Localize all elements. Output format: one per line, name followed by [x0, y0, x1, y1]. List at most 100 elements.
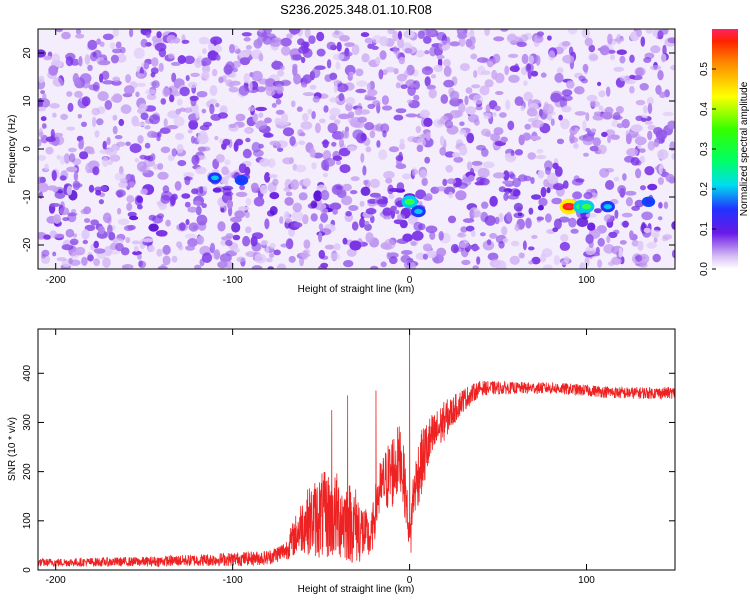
- heatmap-cell: [59, 175, 67, 181]
- heatmap-cell: [259, 158, 270, 167]
- heatmap-cell: [560, 260, 569, 266]
- heatmap-cell: [438, 40, 451, 51]
- heatmap-cell: [109, 154, 121, 162]
- heatmap-cell: [386, 252, 391, 260]
- heatmap-cell: [458, 36, 466, 47]
- heatmap-cell: [41, 123, 47, 129]
- heatmap-cell: [610, 54, 615, 61]
- heatmap-cell: [528, 246, 535, 251]
- heatmap-cell: [367, 43, 375, 49]
- heatmap-cell: [528, 55, 534, 65]
- figure-title: S236.2025.348.01.10.R08: [280, 2, 432, 17]
- heatmap-cell: [507, 120, 515, 131]
- heatmap-cell: [135, 91, 140, 98]
- heatmap-cell: [277, 147, 284, 153]
- heatmap-cell: [367, 103, 376, 109]
- heatmap-cell: [52, 53, 60, 64]
- heatmap-cell: [509, 188, 521, 197]
- heatmap-cell: [144, 105, 157, 112]
- heatmap-cell: [187, 129, 193, 134]
- heatmap-cell: [137, 135, 144, 144]
- heatmap-hotspots: [208, 172, 656, 218]
- heatmap-cell: [252, 187, 257, 193]
- heatmap-cell: [605, 129, 616, 137]
- heatmap-cell: [350, 190, 358, 195]
- heatmap-cell: [243, 73, 250, 84]
- heatmap-cell: [385, 66, 396, 73]
- heatmap-cell: [195, 205, 202, 216]
- heatmap-cell: [647, 124, 656, 131]
- heatmap-cell: [45, 146, 54, 155]
- heatmap-cell: [267, 158, 276, 168]
- heatmap-cell: [67, 102, 74, 112]
- heatmap-cell: [619, 75, 627, 82]
- heatmap-cell: [553, 255, 561, 266]
- heatmap-cell: [360, 133, 367, 142]
- heatmap-cell: [256, 36, 263, 46]
- heatmap-cell: [265, 246, 270, 254]
- heatmap-cell: [75, 33, 85, 39]
- heatmap-cell: [324, 74, 333, 82]
- heatmap-cell: [607, 49, 616, 54]
- heatmap-cell: [235, 191, 248, 198]
- heatmap-cell: [523, 80, 528, 86]
- heatmap-cell: [651, 232, 660, 238]
- heatmap-cell: [38, 131, 44, 137]
- heatmap-cell: [335, 160, 342, 166]
- heatmap-cell: [462, 218, 475, 224]
- heatmap-cell: [73, 171, 79, 181]
- heatmap-cell: [273, 249, 281, 256]
- y-tick-label: 300: [22, 414, 33, 431]
- heatmap-cell: [459, 121, 465, 127]
- heatmap-cell: [338, 113, 350, 120]
- heatmap-cell: [311, 67, 321, 79]
- heatmap-cell: [376, 140, 381, 148]
- heatmap-cell: [181, 193, 191, 199]
- heatmap-cell: [535, 55, 541, 66]
- heatmap-cell: [527, 107, 535, 112]
- heatmap-cell: [109, 42, 116, 50]
- heatmap-cell: [561, 41, 571, 47]
- heatmap-cell: [608, 261, 615, 266]
- colorbar-tick-label: 0.0: [699, 262, 710, 276]
- heatmap-cell: [311, 162, 317, 170]
- heatmap-cell: [220, 207, 225, 213]
- heatmap-cell: [506, 211, 512, 222]
- heatmap-cell: [395, 155, 404, 162]
- heatmap-cell: [575, 178, 585, 183]
- heatmap-cell: [152, 215, 164, 224]
- heatmap-cell: [531, 194, 542, 200]
- heatmap-cell: [146, 93, 157, 101]
- heatmap-cell: [494, 105, 501, 112]
- heatmap-cell: [619, 55, 626, 64]
- heatmap-cell: [409, 83, 417, 88]
- heatmap-cell: [81, 229, 90, 240]
- heatmap-cell: [285, 238, 294, 250]
- heatmap-cell: [438, 231, 444, 241]
- heatmap-cell: [144, 142, 151, 149]
- heatmap-cell: [312, 95, 320, 103]
- heatmap-cell: [663, 201, 669, 209]
- heatmap-cell: [495, 91, 504, 95]
- heatmap-cell: [629, 230, 634, 240]
- heatmap-cell: [318, 232, 323, 243]
- heatmap-cell: [269, 242, 276, 249]
- heatmap-cell: [456, 29, 464, 33]
- heatmap-cell: [521, 53, 529, 64]
- snr-x-axis: -200 -100 0 100: [46, 329, 595, 586]
- heatmap-cell: [382, 105, 393, 111]
- heatmap-cell: [364, 223, 372, 231]
- heatmap-cell: [449, 41, 461, 47]
- heatmap-cell: [56, 154, 61, 160]
- heatmap-cell: [111, 80, 122, 86]
- heatmap-cell: [260, 239, 269, 246]
- heatmap-cell: [234, 210, 246, 219]
- heatmap-cell: [102, 212, 112, 224]
- heatmap-cell: [65, 56, 74, 67]
- heatmap-cell: [185, 219, 190, 226]
- heatmap-cell: [345, 96, 356, 106]
- heatmap-cell: [339, 164, 351, 174]
- heatmap-cell: [388, 194, 395, 200]
- heatmap-cell: [314, 122, 321, 134]
- heatmap-cell: [126, 195, 135, 203]
